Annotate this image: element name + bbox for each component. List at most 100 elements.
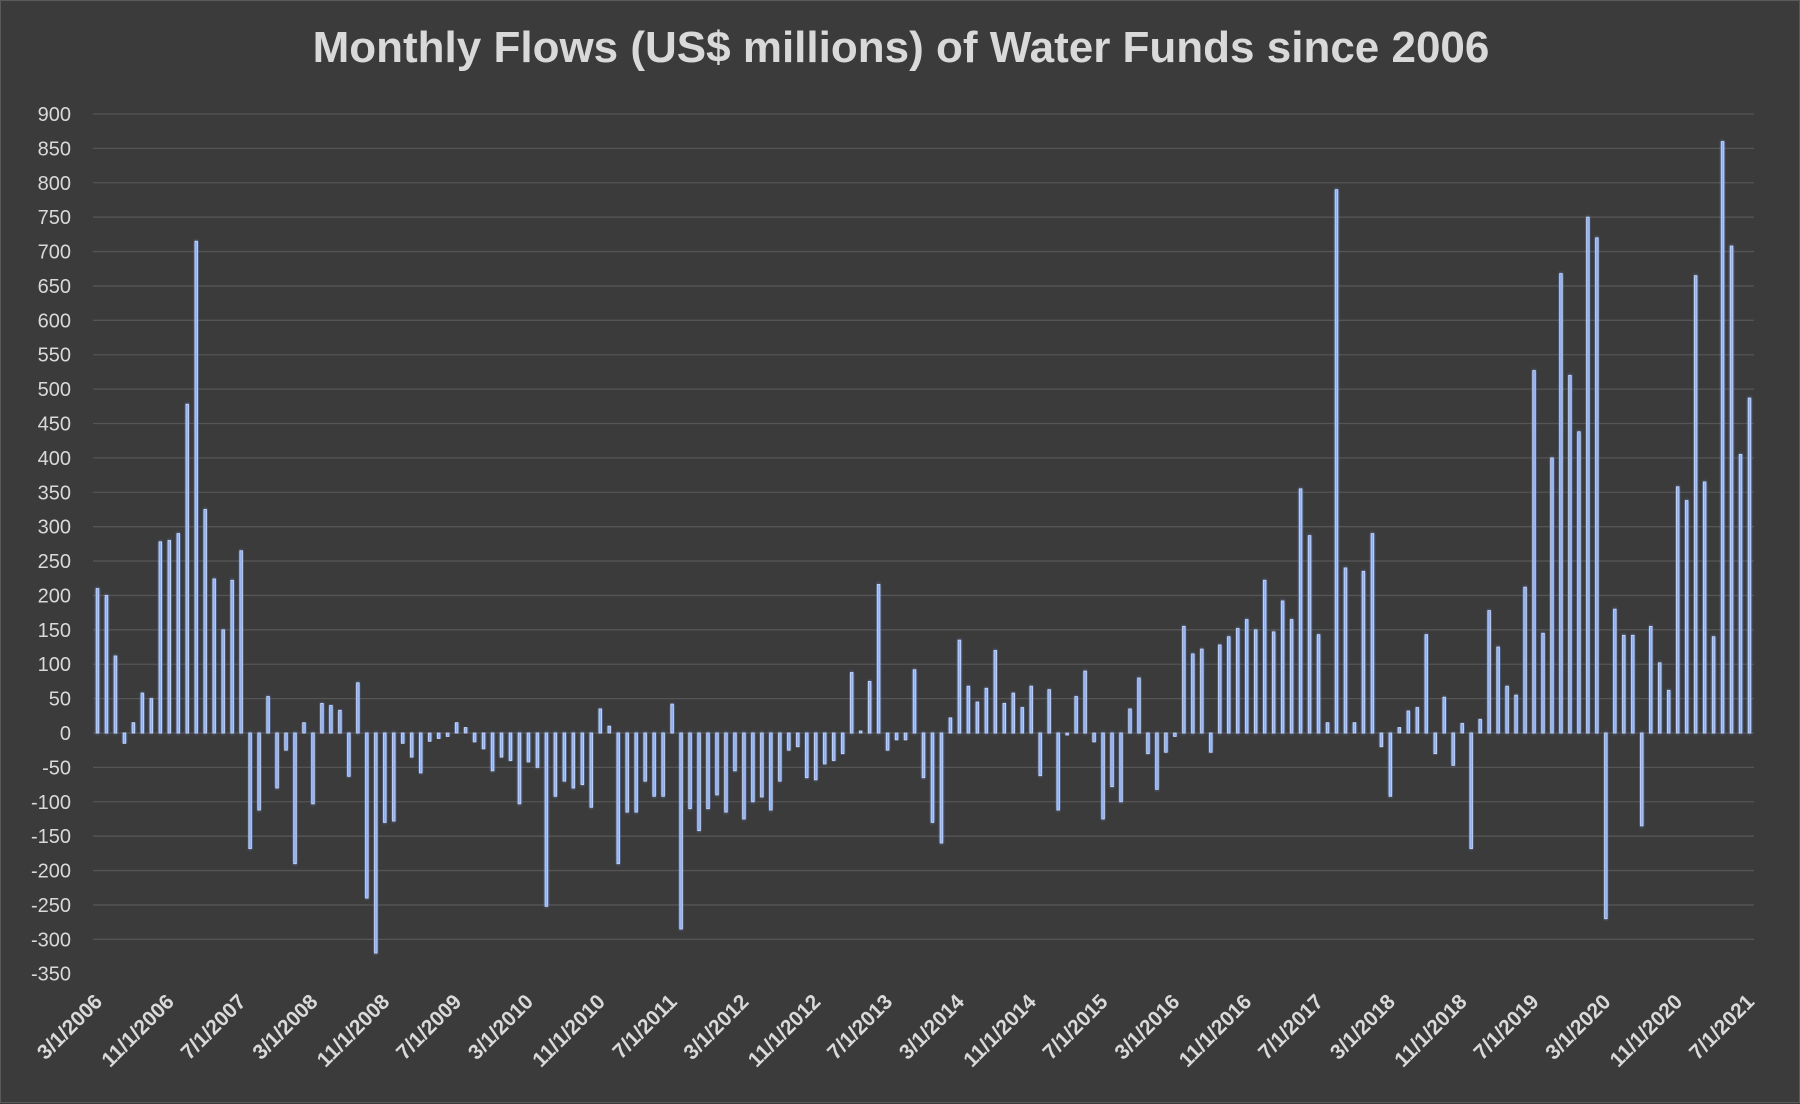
- bar: [1164, 732, 1168, 753]
- bar: [517, 732, 522, 805]
- x-tick-label: 11/1/2006: [97, 990, 179, 1072]
- bar: [329, 705, 333, 734]
- bar: [939, 732, 944, 844]
- x-tick-label: 11/1/2010: [528, 990, 610, 1072]
- bar: [347, 732, 351, 777]
- bar: [1604, 732, 1608, 920]
- y-tick-label: 350: [38, 482, 71, 504]
- bar: [338, 709, 342, 734]
- bar: [1002, 703, 1007, 734]
- x-tick-label: 11/1/2008: [313, 990, 395, 1072]
- y-tick-label: -150: [31, 826, 71, 848]
- bar: [598, 708, 602, 734]
- bar: [697, 732, 701, 832]
- y-tick-label: -350: [31, 964, 71, 986]
- bar: [1343, 567, 1348, 734]
- bar: [1047, 689, 1051, 734]
- y-axis-ticks: 9008508007507006506005505004504003503002…: [31, 104, 71, 986]
- bar: [1334, 189, 1339, 734]
- x-tick-label: 3/1/2010: [464, 990, 538, 1064]
- y-tick-label: 100: [38, 654, 71, 676]
- x-tick-label: 11/1/2014: [959, 990, 1041, 1072]
- x-tick-label: 11/1/2016: [1175, 990, 1257, 1072]
- bar: [131, 722, 136, 734]
- bar: [212, 578, 216, 734]
- bar: [1559, 273, 1563, 734]
- bar: [1289, 619, 1294, 734]
- bar: [553, 732, 558, 797]
- bar: [1460, 722, 1464, 734]
- bar: [374, 732, 378, 954]
- bar: [1307, 535, 1312, 734]
- bar: [490, 732, 495, 772]
- bar: [1200, 648, 1204, 734]
- bar: [840, 732, 845, 755]
- bar: [1011, 692, 1015, 734]
- y-tick-label: 700: [38, 242, 71, 264]
- bar: [1056, 732, 1060, 811]
- y-tick-label: -250: [31, 895, 71, 917]
- bar: [930, 732, 935, 823]
- bar: [1137, 677, 1141, 734]
- bar: [1523, 586, 1527, 734]
- bar: [311, 732, 315, 805]
- bar: [805, 732, 809, 779]
- bar: [823, 732, 827, 765]
- x-tick-label: 7/1/2009: [392, 990, 466, 1064]
- bar: [625, 732, 629, 813]
- bar: [257, 732, 261, 811]
- bar: [1262, 579, 1267, 734]
- bar: [580, 732, 585, 785]
- bar: [921, 732, 926, 779]
- bar: [733, 732, 737, 772]
- x-tick-label: 7/1/2019: [1469, 990, 1543, 1064]
- bar: [1711, 636, 1716, 734]
- bar: [1236, 628, 1240, 734]
- bar: [1487, 610, 1491, 734]
- bar: [1146, 732, 1150, 755]
- x-tick-label: 7/1/2011: [608, 990, 681, 1063]
- x-tick-label: 3/1/2008: [248, 990, 322, 1064]
- bar: [634, 732, 638, 813]
- bar: [1658, 662, 1662, 734]
- bar: [984, 687, 989, 734]
- bar: [1415, 707, 1420, 734]
- bar: [1631, 634, 1635, 734]
- bar: [1505, 685, 1509, 734]
- bar: [885, 732, 890, 751]
- bar: [948, 717, 953, 734]
- x-tick-label: 3/1/2018: [1326, 990, 1400, 1064]
- bar: [607, 725, 611, 734]
- bar: [1640, 732, 1644, 827]
- bar: [1532, 370, 1536, 734]
- x-tick-label: 7/1/2015: [1039, 990, 1113, 1064]
- bar: [1065, 732, 1069, 736]
- bar: [706, 732, 710, 810]
- bar: [1496, 646, 1500, 734]
- bar: [975, 701, 980, 734]
- bar: [957, 639, 962, 734]
- gridlines: [93, 113, 1754, 940]
- bar: [571, 732, 576, 789]
- bar: [1469, 732, 1473, 849]
- bar: [239, 550, 243, 734]
- y-tick-label: 450: [38, 414, 71, 436]
- bar: [1316, 634, 1321, 734]
- bar: [535, 732, 540, 768]
- bar: [302, 722, 306, 734]
- bar: [814, 732, 818, 781]
- y-tick-label: 150: [38, 620, 71, 642]
- x-tick-label: 7/1/2007: [177, 990, 251, 1064]
- bar: [463, 727, 468, 734]
- y-tick-label: 900: [38, 104, 71, 126]
- bar: [849, 672, 854, 734]
- bar: [1442, 696, 1446, 734]
- bar: [894, 732, 899, 741]
- y-tick-label: 50: [49, 689, 71, 711]
- bar: [1720, 141, 1725, 734]
- y-tick-label: 250: [38, 551, 71, 573]
- bar: [1693, 275, 1698, 734]
- bar: [1325, 722, 1330, 734]
- bar: [679, 732, 683, 930]
- bar: [104, 595, 109, 734]
